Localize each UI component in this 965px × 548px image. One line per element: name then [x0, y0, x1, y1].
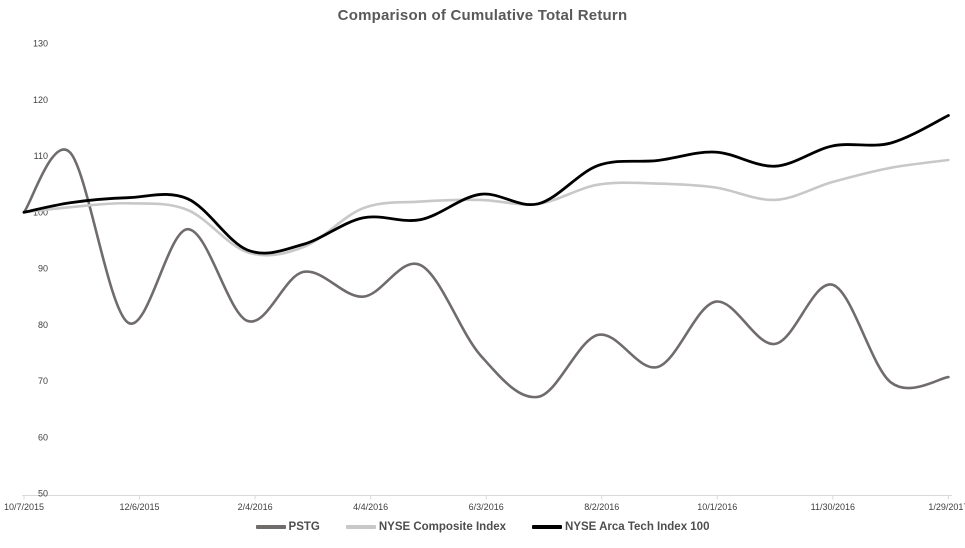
x-axis-label: 12/6/2015	[120, 502, 160, 512]
y-axis-label: 50	[38, 489, 48, 499]
y-axis-label: 80	[38, 320, 48, 330]
x-axis-label: 4/4/2016	[353, 502, 388, 512]
series-line-pstg	[22, 148, 950, 399]
x-axis-label: 1/29/2017	[928, 502, 965, 512]
legend-item-pstg: PSTG	[255, 521, 320, 533]
series-line-nyse-arca-tech-index-100	[22, 114, 950, 255]
legend-item-nyse-arca-tech-index-100: NYSE Arca Tech Index 100	[532, 521, 709, 533]
x-axis-label: 6/3/2016	[469, 502, 504, 512]
y-axis-label: 120	[33, 95, 48, 105]
x-axis-label: 11/30/2016	[811, 502, 855, 512]
series-line-nyse-composite-index	[22, 158, 950, 257]
x-axis-label: 2/4/2016	[238, 502, 273, 512]
legend-item-nyse-composite-index: NYSE Composite Index	[345, 521, 507, 533]
chart-legend: PSTG NYSE Composite Index NYSE Arca Tech I…	[0, 521, 965, 533]
y-axis-label: 60	[38, 432, 48, 442]
legend-label: NYSE Composite Index	[378, 521, 507, 533]
y-axis-label: 130	[33, 39, 48, 49]
legend-swatch	[345, 525, 376, 529]
legend-label: PSTG	[288, 521, 320, 533]
y-axis-label: 90	[38, 264, 48, 274]
legend-label: NYSE Arca Tech Index 100	[565, 521, 710, 533]
x-axis-label: 10/7/2015	[4, 502, 44, 512]
x-axis-label: 8/2/2016	[584, 502, 619, 512]
y-axis-label: 110	[34, 151, 48, 161]
chart-title: Comparison of Cumulative Total Return	[337, 7, 628, 24]
x-axis-label: 10/1/2016	[697, 502, 737, 512]
legend-swatch	[255, 525, 286, 529]
y-axis-label: 70	[38, 376, 48, 386]
y-axis-label: 100	[33, 207, 48, 217]
legend-swatch	[532, 525, 563, 529]
